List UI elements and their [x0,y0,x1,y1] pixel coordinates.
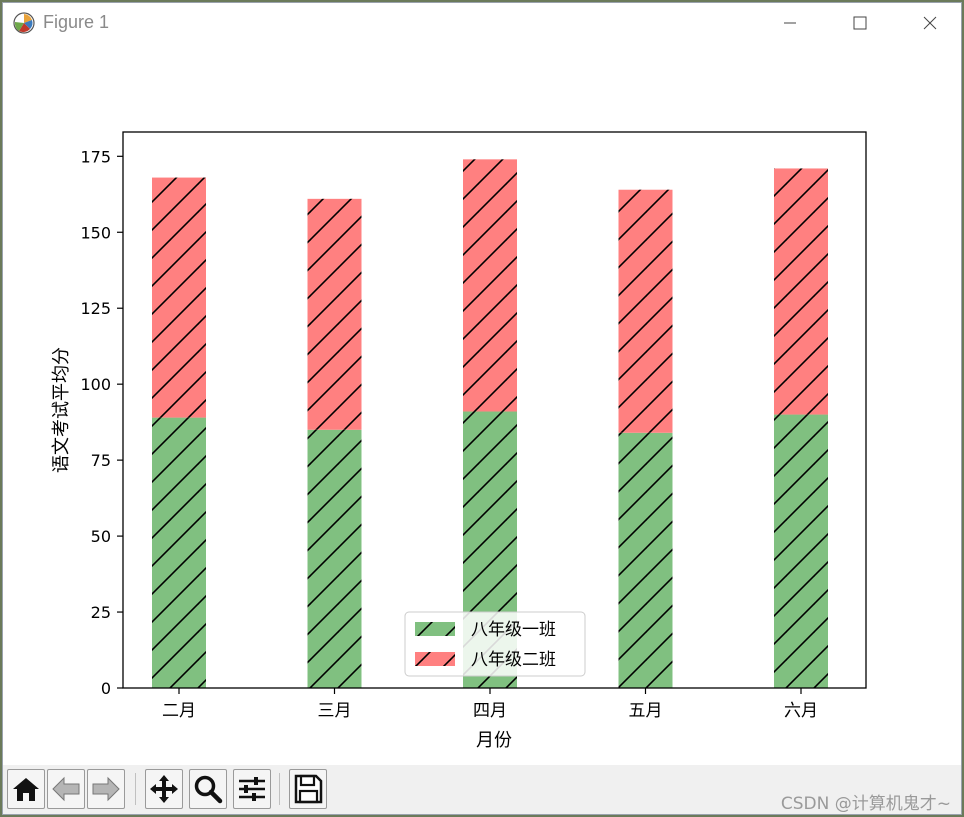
x-tick-label: 三月 [318,701,352,721]
x-tick-label: 二月 [162,701,196,721]
home-icon [13,778,39,801]
pan-button[interactable] [145,769,183,809]
close-button[interactable] [895,3,961,43]
bar-hatch [774,168,828,415]
bar-hatch [618,189,673,433]
bar-hatch [152,417,206,688]
forward-button[interactable] [87,769,125,809]
arrow-left-icon [52,776,80,802]
bar-hatch [618,432,673,688]
y-tick-label: 100 [80,375,111,394]
back-button[interactable] [47,769,85,809]
magnifier-icon [194,775,223,804]
y-axis-label: 语文考试平均分 [51,347,72,473]
save-button[interactable] [289,769,327,809]
x-tick-label: 四月 [473,701,507,721]
maximize-icon [853,16,867,30]
close-icon [923,16,937,30]
maximize-button[interactable] [825,3,895,43]
x-tick-label: 五月 [629,701,663,721]
x-tick-label: 六月 [784,701,818,721]
y-tick-label: 125 [80,299,111,318]
csdn-watermark: CSDN @计算机鬼才~ [780,794,951,814]
stacked-bar-chart: 二月 三月 四月 五月 六月 0 25 50 75 100 125 150 175 月份 语文考试平均分… [51,131,867,751]
zoom-button[interactable] [189,769,227,809]
y-tick-label: 150 [80,223,111,242]
bar-hatch [152,177,206,418]
configure-subplots-button[interactable] [233,769,271,809]
y-tick-label: 50 [91,527,111,546]
move-icon [150,775,178,803]
home-button[interactable] [7,769,45,809]
legend-label: 八年级一班 [471,620,556,640]
bar-hatch [774,414,828,688]
navigation-toolbar: CSDN @计算机鬼才~ [3,765,961,814]
arrow-right-icon [92,776,120,802]
bar-hatch [307,198,362,430]
y-tick-label: 175 [80,147,111,166]
y-tick-label: 25 [91,603,111,622]
legend-swatch-hatch [415,652,455,666]
x-axis-label: 月份 [476,730,512,751]
sliders-icon [239,777,265,801]
y-tick-label: 75 [91,451,111,470]
y-tick-label: 0 [101,679,111,698]
floppy-disk-icon [294,774,323,804]
toolbar-separator [135,773,136,805]
toolbar-separator [279,773,280,805]
legend-swatch-hatch [415,622,455,636]
title-bar[interactable]: Figure 1 [3,3,961,43]
matplotlib-icon [13,12,35,34]
figure-canvas[interactable]: 二月 三月 四月 五月 六月 0 25 50 75 100 125 150 175 月份 语文考试平均分… [3,43,961,765]
legend-label: 八年级二班 [471,650,556,670]
window-title: Figure 1 [43,12,110,32]
minimize-button[interactable] [755,3,825,43]
bar-hatch [307,429,362,688]
bar-hatch [463,159,517,412]
minimize-icon [784,22,796,24]
plot-frame [122,131,867,689]
